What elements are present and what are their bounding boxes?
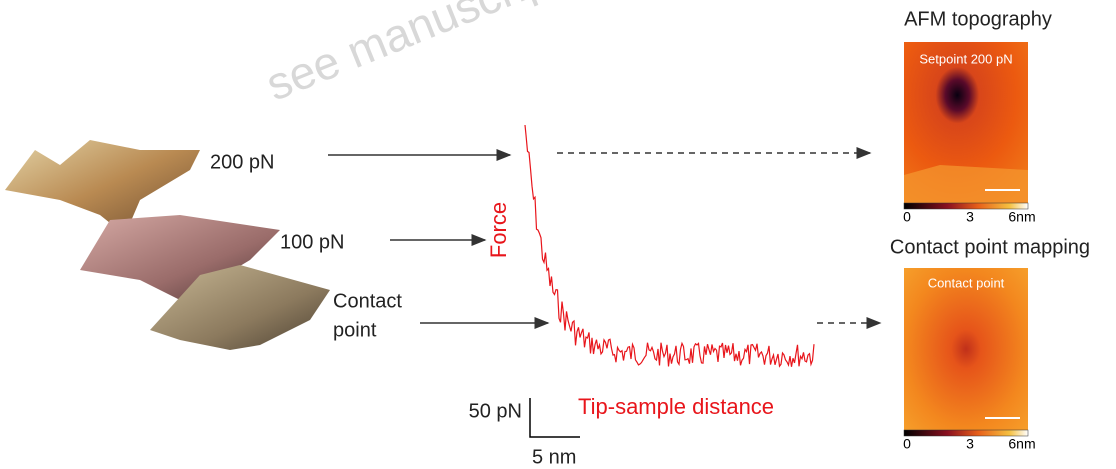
y-label: Force	[486, 202, 511, 258]
colorbar-label: 0	[903, 209, 911, 225]
panel-title: AFM topography	[904, 8, 1052, 30]
terrace	[904, 165, 1028, 203]
colorbar-label: 6nm	[1008, 436, 1035, 452]
label-100pn: 100 pN	[280, 231, 345, 253]
surface-200pn	[5, 140, 200, 235]
label-contact: Contact	[333, 290, 402, 312]
panel-inset: Contact point	[928, 275, 1005, 290]
colorbar	[903, 202, 1029, 210]
scale-force: 50 pN	[469, 400, 522, 422]
colorbar-label: 6nm	[1008, 209, 1035, 225]
scale-bar	[529, 398, 580, 438]
colorbar	[903, 429, 1029, 437]
colorbar-label: 3	[966, 436, 974, 452]
label-point: point	[333, 319, 377, 341]
afm-image	[904, 268, 1028, 430]
panel-inset: Setpoint 200 pN	[919, 51, 1012, 66]
surface-contact	[150, 265, 330, 350]
scale-distance: 5 nm	[532, 446, 576, 468]
label-200pn: 200 pN	[210, 151, 275, 173]
colorbar-label: 3	[966, 209, 974, 225]
watermark: see manuscript	[259, 0, 568, 111]
force-curve	[524, 124, 815, 368]
panel-title: Contact point mapping	[890, 236, 1090, 258]
x-label: Tip-sample distance	[578, 394, 774, 419]
colorbar-label: 0	[903, 436, 911, 452]
surface-100pn	[80, 215, 280, 300]
